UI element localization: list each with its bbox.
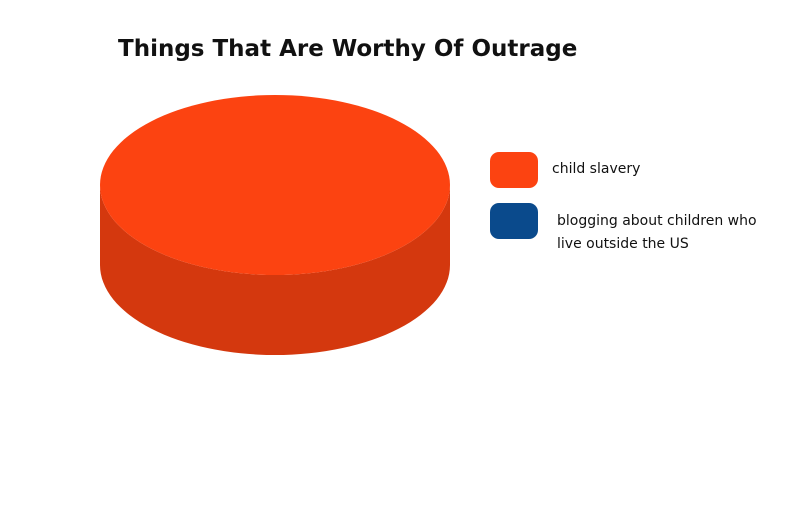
pie-slice — [100, 95, 450, 275]
chart-title: Things That Are Worthy Of Outrage — [118, 36, 578, 62]
legend-swatch — [490, 203, 538, 239]
legend-label: blogging about children who live outside… — [557, 213, 757, 252]
legend-label: child slavery — [552, 161, 641, 177]
pie-side — [100, 185, 450, 355]
legend-swatch — [490, 152, 538, 188]
